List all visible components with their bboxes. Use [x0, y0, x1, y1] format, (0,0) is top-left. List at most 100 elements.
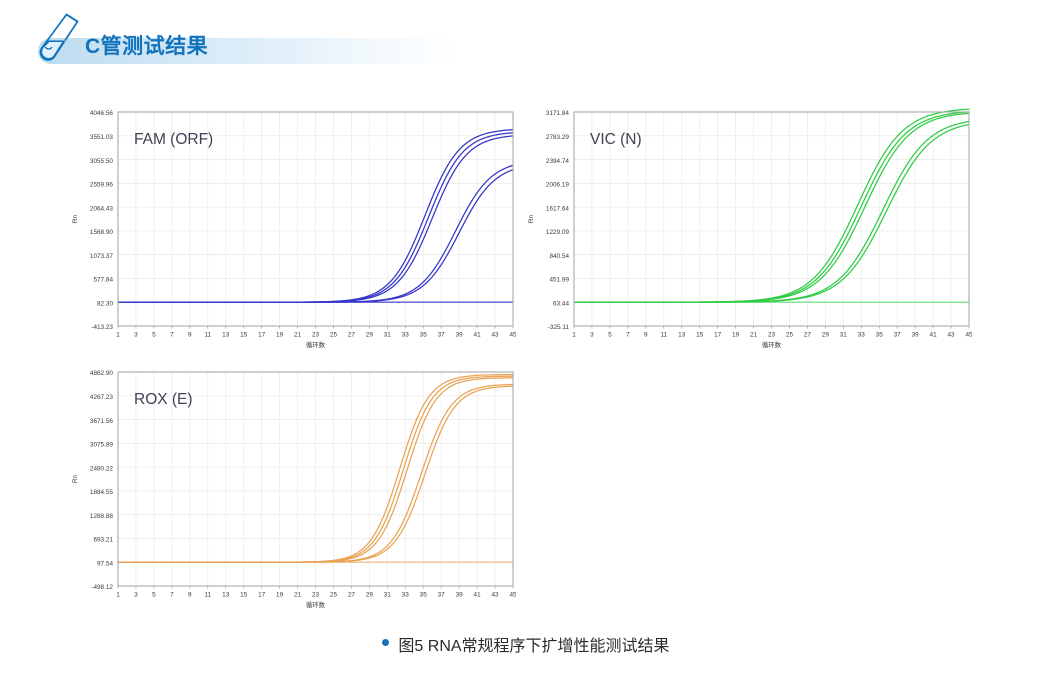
x-tick-label: 25 — [330, 592, 338, 599]
y-tick-label: 97.54 — [97, 560, 113, 567]
x-tick-label: 23 — [312, 332, 320, 339]
x-tick-label: 35 — [420, 332, 428, 339]
y-tick-label: -413.23 — [91, 324, 113, 331]
x-tick-label: 15 — [696, 332, 704, 339]
x-tick-label: 39 — [912, 332, 920, 339]
x-tick-label: 19 — [276, 592, 284, 599]
x-tick-label: 41 — [474, 332, 482, 339]
x-tick-label: 17 — [258, 332, 266, 339]
y-tick-label: 1288.88 — [90, 513, 114, 520]
chart-rox-svg: 4862.90 4267.23 3671.56 3075.89 2480.22 1884.… — [72, 370, 516, 609]
amplification-curve — [117, 169, 514, 303]
x-tick-label: 19 — [732, 332, 740, 339]
x-tick-label: 37 — [438, 592, 446, 599]
header-banner — [38, 38, 458, 64]
chart-fam-svg: 4046.56 3551.03 3055.50 2559.96 2064.43 1568.… — [72, 110, 516, 349]
y-tick-label: 2064.43 — [90, 205, 114, 212]
y-tick-label: 63.44 — [553, 300, 569, 307]
y-tick-label: 1073.37 — [90, 253, 114, 260]
y-axis-label: Rn — [72, 474, 79, 483]
chart-fam: 4046.56 3551.03 3055.50 2559.96 2064.43 1568.… — [68, 104, 516, 354]
x-tick-label: 25 — [786, 332, 794, 339]
x-tick-label: 45 — [509, 592, 516, 599]
test-tube-icon — [39, 13, 79, 61]
x-tick-label: 43 — [491, 332, 499, 339]
x-tick-label: 31 — [384, 332, 392, 339]
amplification-curve — [573, 123, 970, 303]
x-tick-label: 11 — [204, 592, 211, 599]
x-tick-label: 37 — [438, 332, 446, 339]
x-tick-label: 21 — [294, 332, 302, 339]
x-axis-label: 循环数 — [306, 340, 326, 349]
x-tick-label: 31 — [840, 332, 848, 339]
x-tick-label: 21 — [294, 592, 302, 599]
y-axis-label: Rn — [72, 214, 79, 223]
x-tick-label: 29 — [822, 332, 830, 339]
y-tick-label: -325.11 — [548, 324, 570, 331]
chart-vic: 3171.84 2783.29 2394.74 2006.19 1617.64 1229.… — [524, 104, 972, 354]
y-tick-label: 2394.74 — [546, 158, 570, 165]
x-tick-label: 11 — [204, 332, 211, 339]
x-tick-label: 7 — [170, 332, 174, 339]
chart-title: ROX (E) — [134, 391, 193, 408]
x-tick-label: 39 — [456, 332, 464, 339]
page-header: C管测试结果 — [0, 0, 1052, 82]
x-tick-label: 23 — [768, 332, 776, 339]
x-tick-label: 41 — [474, 592, 482, 599]
x-tick-label: 33 — [858, 332, 866, 339]
x-tick-label: 27 — [804, 332, 812, 339]
chart-title: VIC (N) — [590, 131, 642, 148]
y-tick-label: 3055.50 — [90, 158, 114, 165]
x-tick-label: 3 — [590, 332, 594, 339]
x-tick-label: 25 — [330, 332, 338, 339]
x-tick-label: 5 — [152, 332, 156, 339]
y-tick-label: 2006.19 — [546, 182, 570, 189]
y-tick-label: 577.84 — [93, 277, 113, 284]
x-tick-label: 39 — [456, 592, 464, 599]
y-tick-label: -498.12 — [91, 584, 113, 591]
y-tick-label: 82.30 — [97, 300, 113, 307]
x-tick-label: 1 — [116, 592, 120, 599]
x-tick-label: 35 — [876, 332, 884, 339]
x-tick-label: 23 — [312, 592, 320, 599]
chart-vic-svg: 3171.84 2783.29 2394.74 2006.19 1617.64 1229.… — [528, 108, 972, 349]
y-tick-label: 2480.22 — [90, 465, 114, 472]
chart-title: FAM (ORF) — [134, 131, 213, 148]
x-tick-label: 13 — [222, 332, 230, 339]
y-axis-label: Rn — [528, 214, 535, 223]
x-tick-label: 29 — [366, 592, 374, 599]
x-axis-label: 循环数 — [306, 600, 326, 609]
y-tick-label: 4046.56 — [90, 110, 114, 117]
x-tick-label: 27 — [348, 592, 356, 599]
x-tick-label: 31 — [384, 592, 392, 599]
x-tick-label: 29 — [366, 332, 374, 339]
x-tick-label: 1 — [116, 332, 120, 339]
x-tick-label: 43 — [491, 592, 499, 599]
x-tick-label: 15 — [240, 332, 248, 339]
x-tick-label: 3 — [134, 592, 138, 599]
x-tick-label: 41 — [930, 332, 938, 339]
x-tick-label: 19 — [276, 332, 284, 339]
y-tick-label: 1617.64 — [546, 205, 570, 212]
y-tick-label: 2783.29 — [546, 134, 570, 141]
y-tick-label: 1229.09 — [546, 229, 570, 236]
y-tick-label: 3171.84 — [546, 110, 570, 117]
y-tick-label: 1568.90 — [90, 229, 114, 236]
caption-text: 图5 RNA常规程序下扩增性能测试结果 — [398, 638, 670, 655]
y-tick-label: 4862.90 — [90, 370, 114, 377]
x-tick-label: 21 — [750, 332, 758, 339]
x-tick-label: 9 — [644, 332, 648, 339]
x-tick-label: 1 — [572, 332, 576, 339]
x-axis-label: 循环数 — [762, 340, 782, 349]
x-tick-label: 5 — [152, 592, 156, 599]
y-tick-label: 840.54 — [549, 253, 569, 260]
x-tick-label: 13 — [678, 332, 686, 339]
figure-caption: 图5 RNA常规程序下扩增性能测试结果 — [0, 632, 1052, 656]
chart-rox: 4862.90 4267.23 3671.56 3075.89 2480.22 1884.… — [68, 364, 516, 614]
y-tick-label: 4267.23 — [90, 394, 114, 401]
x-tick-label: 33 — [402, 332, 410, 339]
x-tick-label: 33 — [402, 592, 410, 599]
y-tick-label: 693.21 — [93, 537, 113, 544]
x-tick-label: 7 — [626, 332, 630, 339]
x-tick-label: 17 — [714, 332, 722, 339]
